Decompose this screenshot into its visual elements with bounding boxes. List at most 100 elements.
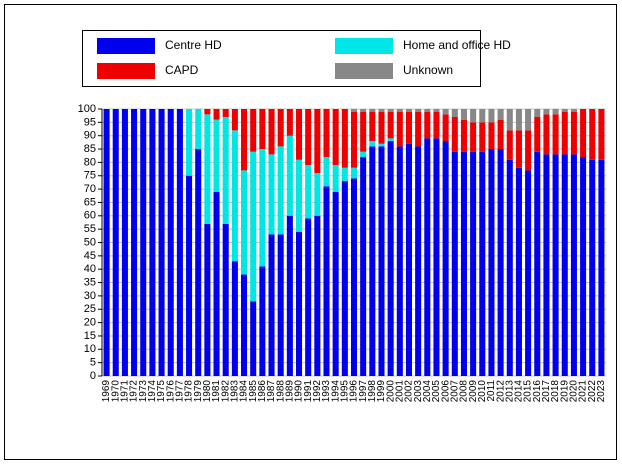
bar-segment: [268, 234, 275, 376]
bar-segment: [231, 109, 238, 131]
bar-segment: [396, 109, 403, 112]
x-tick-label: 1986: [257, 380, 268, 403]
bar-segment: [360, 111, 367, 152]
bar-segment: [405, 109, 413, 112]
bar-segment: [332, 109, 339, 166]
bar-segment: [552, 154, 559, 376]
legend-label: Unknown: [403, 63, 453, 77]
bar-segment: [250, 151, 257, 302]
bar-segment: [323, 109, 330, 158]
y-tick-label: 50: [84, 236, 96, 248]
bar-segment: [378, 109, 385, 112]
x-tick-label: 1970: [110, 380, 121, 403]
bar-segment: [277, 146, 284, 235]
bar-segment: [103, 109, 110, 376]
bar-segment: [140, 109, 147, 376]
x-tick-label: 1996: [349, 380, 360, 403]
bar-segment: [470, 122, 477, 152]
bar-segment: [360, 157, 367, 376]
bar-segment: [497, 109, 504, 120]
legend-label: CAPD: [165, 63, 199, 77]
bar-segment: [378, 111, 385, 144]
bar-segment: [497, 149, 504, 376]
bar-segment: [561, 111, 568, 155]
bar-segment: [589, 159, 596, 376]
bar-segment: [250, 109, 257, 152]
bar-segment: [543, 154, 550, 376]
x-tick-label: 1978: [184, 380, 195, 403]
bar-segment: [424, 138, 431, 376]
bar-segment: [323, 186, 330, 376]
bar-segment: [195, 149, 202, 376]
legend-label: Home and office HD: [403, 38, 511, 52]
legend-swatch: [97, 63, 155, 79]
bar-segment: [580, 109, 587, 158]
y-tick-label: 85: [84, 143, 96, 155]
x-tick-label: 2007: [449, 380, 460, 403]
x-tick-label: 1993: [321, 380, 332, 403]
bar-segment: [305, 218, 312, 376]
bar-segment: [204, 109, 211, 115]
bar-segment: [525, 109, 532, 131]
bar-segment: [241, 274, 248, 376]
frame: [4, 4, 617, 460]
x-tick-label: 2014: [514, 380, 525, 403]
bar-segment: [433, 111, 440, 139]
y-tick-label: 55: [84, 223, 96, 235]
bar-segment: [241, 109, 248, 171]
x-tick-label: 1997: [358, 380, 369, 403]
x-tick-label: 1987: [266, 380, 277, 403]
bar-segment: [460, 151, 467, 376]
bar-segment: [415, 111, 422, 147]
bar-segment: [332, 165, 339, 192]
bar-segment: [314, 173, 321, 216]
bar-segment: [543, 109, 550, 115]
bar-segment: [213, 119, 220, 192]
bar-segment: [222, 117, 229, 224]
x-tick-label: 2020: [569, 380, 580, 403]
bar-segment: [451, 151, 458, 376]
y-tick-label: 5: [90, 357, 96, 369]
bar-segment: [149, 109, 156, 376]
y-tick-label: 0: [90, 370, 96, 382]
bar-segment: [250, 301, 257, 376]
x-tick-label: 2012: [495, 380, 506, 403]
bar-segment: [506, 159, 513, 376]
bar-segment: [534, 151, 541, 376]
legend-swatch: [335, 63, 393, 79]
bar-segment: [415, 109, 422, 112]
bar-segment: [286, 135, 293, 216]
x-tick-label: 1983: [230, 380, 241, 403]
x-tick-label: 1976: [165, 380, 176, 403]
x-tick-label: 2002: [404, 380, 415, 403]
x-tick-label: 1989: [284, 380, 295, 403]
legend-swatch: [335, 38, 393, 54]
bar-segment: [506, 130, 513, 160]
bar-segment: [387, 141, 394, 376]
x-tick-label: 2011: [486, 380, 497, 402]
x-tick-label: 1999: [376, 380, 387, 403]
bar-segment: [561, 109, 568, 112]
x-tick-label: 2001: [394, 380, 405, 403]
x-tick-label: 1972: [129, 380, 140, 403]
bar-segment: [131, 109, 138, 376]
x-tick-label: 1971: [120, 380, 131, 403]
bar-segment: [186, 109, 193, 176]
bar-segment: [396, 111, 403, 147]
bar-segment: [460, 109, 467, 120]
bar-segment: [433, 138, 440, 376]
bar-segment: [323, 157, 330, 187]
y-tick-label: 30: [84, 290, 96, 302]
bar-segment: [460, 119, 467, 152]
bar-segment: [295, 231, 303, 376]
bar-segment: [534, 109, 541, 118]
bar-segment: [525, 170, 532, 376]
bar-segment: [442, 141, 449, 376]
bar-segment: [350, 167, 358, 179]
x-tick-label: 1977: [175, 380, 186, 403]
bar-segment: [305, 109, 312, 166]
bar-segment: [497, 119, 504, 150]
bar-segment: [295, 159, 303, 232]
bar-segment: [350, 109, 358, 112]
bar-segment: [341, 181, 348, 376]
